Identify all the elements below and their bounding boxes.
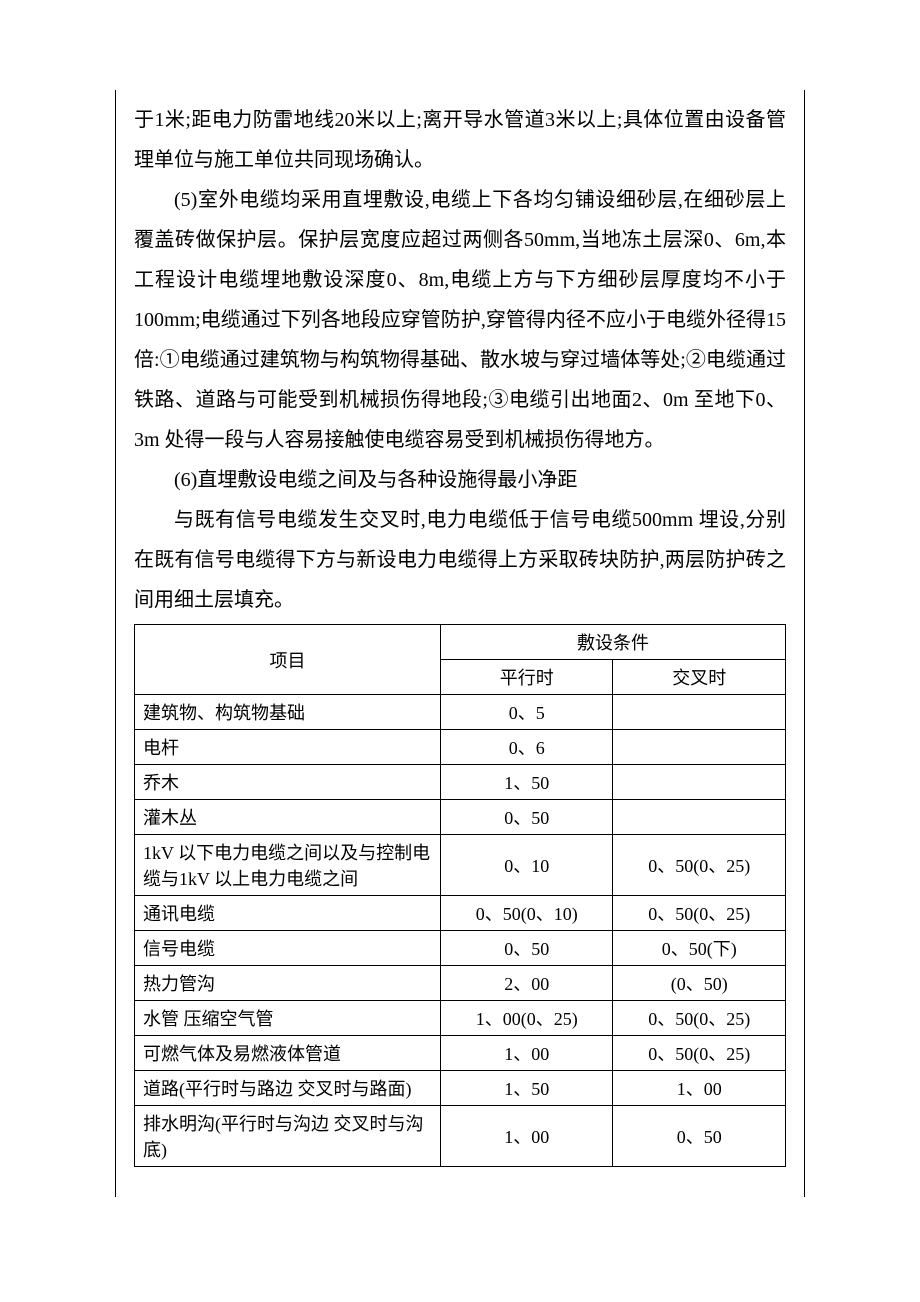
row-label: 1kV 以下电力电缆之间以及与控制电缆与1kV 以上电力电缆之间 [135, 835, 441, 896]
table-row: 可燃气体及易燃液体管道1、000、50(0、25) [135, 1036, 786, 1071]
row-label: 电杆 [135, 730, 441, 765]
row-parallel: 1、00 [440, 1106, 613, 1167]
row-cross: 0、50(0、25) [613, 1036, 786, 1071]
header-item: 项目 [135, 625, 441, 695]
row-label: 排水明沟(平行时与沟边 交叉时与沟底) [135, 1106, 441, 1167]
table-header-row-1: 项目 敷设条件 [135, 625, 786, 660]
paragraph-item-6: (6)直埋敷设电缆之间及与各种设施得最小净距 [134, 460, 786, 500]
row-cross [613, 730, 786, 765]
paragraph-item-5: (5)室外电缆均采用直埋敷设,电缆上下各均匀铺设细砂层,在细砂层上覆盖砖做保护层… [134, 180, 786, 460]
table-row: 信号电缆0、500、50(下) [135, 931, 786, 966]
row-parallel: 0、50(0、10) [440, 896, 613, 931]
row-cross: (0、50) [613, 966, 786, 1001]
row-label: 信号电缆 [135, 931, 441, 966]
document-content: 于1米;距电力防雷地线20米以上;离开导水管道3米以上;具体位置由设备管理单位与… [115, 90, 805, 1197]
row-label: 热力管沟 [135, 966, 441, 1001]
row-parallel: 0、10 [440, 835, 613, 896]
header-parallel: 平行时 [440, 660, 613, 695]
table-row: 排水明沟(平行时与沟边 交叉时与沟底)1、000、50 [135, 1106, 786, 1167]
row-cross: 0、50 [613, 1106, 786, 1167]
row-label: 可燃气体及易燃液体管道 [135, 1036, 441, 1071]
table-row: 电杆0、6 [135, 730, 786, 765]
row-cross: 1、00 [613, 1071, 786, 1106]
row-cross: 0、50(0、25) [613, 896, 786, 931]
row-label: 水管 压缩空气管 [135, 1001, 441, 1036]
header-condition: 敷设条件 [440, 625, 785, 660]
row-label: 通讯电缆 [135, 896, 441, 931]
row-parallel: 1、00(0、25) [440, 1001, 613, 1036]
row-parallel: 1、50 [440, 765, 613, 800]
row-cross: 0、50(下) [613, 931, 786, 966]
table-row: 1kV 以下电力电缆之间以及与控制电缆与1kV 以上电力电缆之间0、100、50… [135, 835, 786, 896]
row-cross: 0、50(0、25) [613, 1001, 786, 1036]
row-label: 灌木丛 [135, 800, 441, 835]
row-label: 道路(平行时与路边 交叉时与路面) [135, 1071, 441, 1106]
paragraph-item-6-detail: 与既有信号电缆发生交叉时,电力电缆低于信号电缆500mm 埋设,分别在既有信号电… [134, 500, 786, 620]
table-row: 热力管沟2、00(0、50) [135, 966, 786, 1001]
row-parallel: 2、00 [440, 966, 613, 1001]
row-parallel: 0、6 [440, 730, 613, 765]
row-cross [613, 765, 786, 800]
table-row: 乔木1、50 [135, 765, 786, 800]
row-parallel: 1、00 [440, 1036, 613, 1071]
row-parallel: 0、50 [440, 800, 613, 835]
row-cross: 0、50(0、25) [613, 835, 786, 896]
table-row: 灌木丛0、50 [135, 800, 786, 835]
row-parallel: 0、5 [440, 695, 613, 730]
row-label: 建筑物、构筑物基础 [135, 695, 441, 730]
row-parallel: 0、50 [440, 931, 613, 966]
row-cross [613, 800, 786, 835]
row-label: 乔木 [135, 765, 441, 800]
table-row: 道路(平行时与路边 交叉时与路面)1、501、00 [135, 1071, 786, 1106]
table-row: 水管 压缩空气管1、00(0、25)0、50(0、25) [135, 1001, 786, 1036]
clearance-table: 项目 敷设条件 平行时 交叉时 建筑物、构筑物基础0、5电杆0、6乔木1、50灌… [134, 624, 786, 1167]
paragraph-continuation: 于1米;距电力防雷地线20米以上;离开导水管道3米以上;具体位置由设备管理单位与… [134, 100, 786, 180]
table-row: 通讯电缆0、50(0、10)0、50(0、25) [135, 896, 786, 931]
table-row: 建筑物、构筑物基础0、5 [135, 695, 786, 730]
row-parallel: 1、50 [440, 1071, 613, 1106]
row-cross [613, 695, 786, 730]
header-cross: 交叉时 [613, 660, 786, 695]
